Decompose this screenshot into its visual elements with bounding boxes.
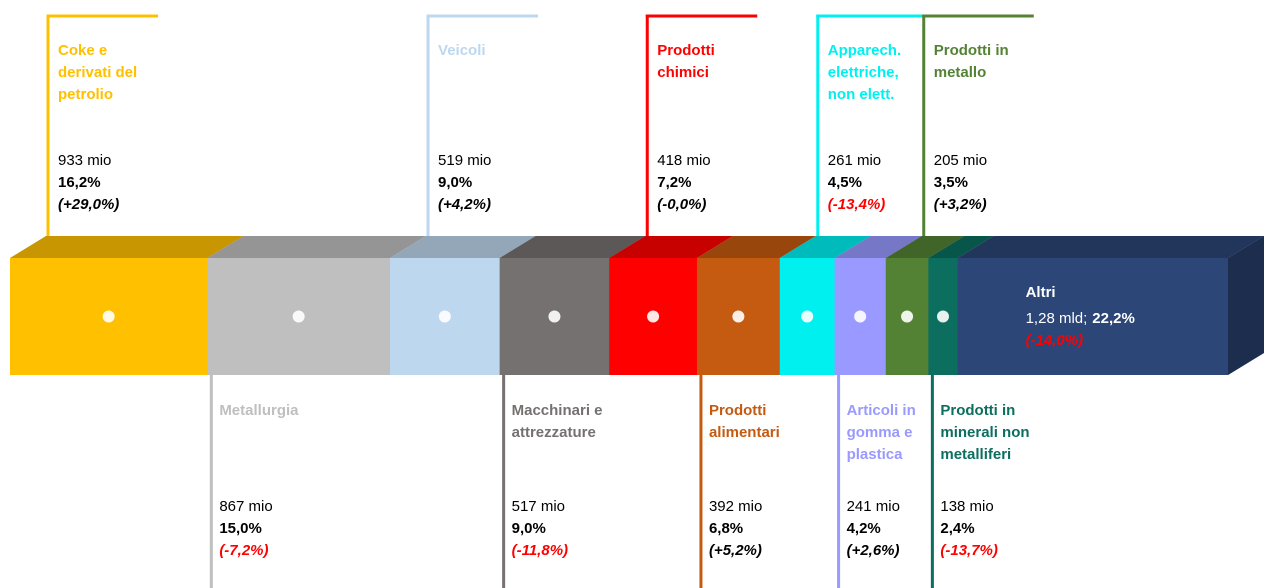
- segment-top-shade: [834, 236, 922, 258]
- amount-label: 261 mio: [827, 152, 882, 169]
- label: Metallurgia 867 mio 15,0% (-7,2%): [219, 400, 331, 562]
- segment-top-shade: [957, 236, 1264, 258]
- segment-top: [885, 236, 965, 258]
- segment-name: Articoli in gomma e plastica: [846, 402, 916, 463]
- bar-end: [1228, 236, 1264, 375]
- label: Apparech. elettriche, non elett. 261 mio 4…: [828, 40, 924, 216]
- change-label: (-14,0%): [1025, 332, 1084, 349]
- segment-top-shade: [609, 236, 733, 258]
- icon: [647, 310, 660, 323]
- segment-top: [834, 236, 922, 258]
- change-label: (-13,7%): [940, 542, 998, 559]
- amount-label: 205 mio: [933, 152, 988, 169]
- share-label: 6,8%: [708, 520, 744, 537]
- segment-top: [499, 236, 646, 258]
- segment-top-shade: [928, 236, 994, 258]
- label: Macchinari e attrezzature 517 mio 9,0% (-11…: [512, 400, 624, 562]
- share-label: 7,2%: [657, 174, 692, 191]
- segment-top-shade: [885, 236, 965, 258]
- change-label: (+2,6%): [846, 542, 900, 559]
- amount-label: 418 mio: [657, 152, 711, 169]
- amount-label: 867 mio: [219, 498, 273, 515]
- amount-row: 1,28 mld; 22,2%: [1026, 308, 1226, 330]
- segment-name: Prodotti in minerali non metalliferi: [940, 402, 1030, 463]
- share-label: 2,4%: [940, 520, 975, 537]
- segment-name: Metallurgia: [219, 402, 299, 419]
- segment-name: Macchinari e attrezzature: [511, 402, 603, 441]
- share-label: 9,0%: [511, 520, 546, 537]
- icon: [801, 310, 814, 323]
- segment-name: Apparech. elettriche, non elett.: [827, 42, 902, 103]
- amount-label: 517 mio: [511, 498, 565, 515]
- segment-top-shade: [10, 236, 244, 258]
- icon: [548, 310, 561, 323]
- segment-top: [928, 236, 994, 258]
- label: Articoli in gomma e plastica 241 mio 4,2% (…: [847, 400, 959, 562]
- icon: [102, 310, 115, 323]
- segment-top-shade: [779, 236, 871, 258]
- icon: [936, 310, 949, 323]
- icon: [854, 310, 867, 323]
- change-label: (+29,0%): [58, 196, 120, 213]
- segment-top: [390, 236, 536, 258]
- change-label: (+4,2%): [438, 196, 491, 213]
- segment-name: Altri: [1025, 284, 1056, 301]
- amount-label: 933 mio: [58, 152, 112, 169]
- segment-top: [779, 236, 871, 258]
- segment-top: [609, 236, 733, 258]
- label: Prodotti in metallo 205 mio 3,5% (+3,2%): [934, 40, 1030, 216]
- share-label: 9,0%: [438, 174, 473, 191]
- share-label: 4,5%: [827, 174, 862, 191]
- segment-top-shade: [696, 236, 816, 258]
- change-label: (+3,2%): [933, 196, 987, 213]
- icon: [732, 310, 745, 323]
- segment-top-shade: [390, 236, 536, 258]
- icon: [292, 310, 305, 323]
- share-label: 15,0%: [219, 520, 262, 537]
- segment-top: [696, 236, 816, 258]
- label: Altri 1,28 mld; 22,2% (-14,0%): [1026, 282, 1226, 352]
- amount-label: 138 mio: [940, 498, 994, 515]
- amount-label: 1,28 mld;: [1025, 310, 1088, 327]
- segment: [957, 258, 1229, 375]
- segment-name: Prodotti in metallo: [933, 42, 1009, 81]
- icon: [438, 310, 451, 323]
- segment-top: [207, 236, 427, 258]
- segment-name: Veicoli: [438, 42, 486, 59]
- amount-label: 392 mio: [708, 498, 763, 515]
- change-label: (-11,8%): [511, 542, 569, 559]
- amount-label: 519 mio: [438, 152, 492, 169]
- label: Prodotti in minerali non metalliferi 138 …: [940, 400, 1052, 562]
- label: Prodotti chimici 418 mio 7,2% (-0,0%): [657, 40, 753, 216]
- segment-name: Coke e derivati del petrolio: [58, 42, 138, 103]
- segment-top: [957, 236, 1264, 258]
- share-label: 4,2%: [846, 520, 881, 537]
- change-label: (+5,2%): [708, 542, 762, 559]
- segment-top-shade: [499, 236, 646, 258]
- change-label: (-13,4%): [827, 196, 886, 213]
- change-label: (-7,2%): [219, 542, 269, 559]
- share-label: 22,2%: [1092, 310, 1135, 327]
- change-label: (-0,0%): [657, 196, 707, 213]
- label: Veicoli 519 mio 9,0% (+4,2%): [438, 40, 534, 216]
- segment-top-shade: [207, 236, 427, 258]
- icon: [901, 310, 914, 323]
- segment-name: Prodotti alimentari: [708, 402, 780, 441]
- label: Prodotti alimentari 392 mio 6,8% (+5,2%): [709, 400, 821, 562]
- segment-name: Prodotti chimici: [657, 42, 715, 81]
- amount-label: 241 mio: [846, 498, 900, 515]
- bar-end-shade: [1228, 236, 1264, 375]
- share-label: 3,5%: [933, 174, 968, 191]
- share-label: 16,2%: [58, 174, 101, 191]
- segment-top: [10, 236, 244, 258]
- label: Coke e derivati del petrolio 933 mio 16,2%…: [58, 40, 154, 216]
